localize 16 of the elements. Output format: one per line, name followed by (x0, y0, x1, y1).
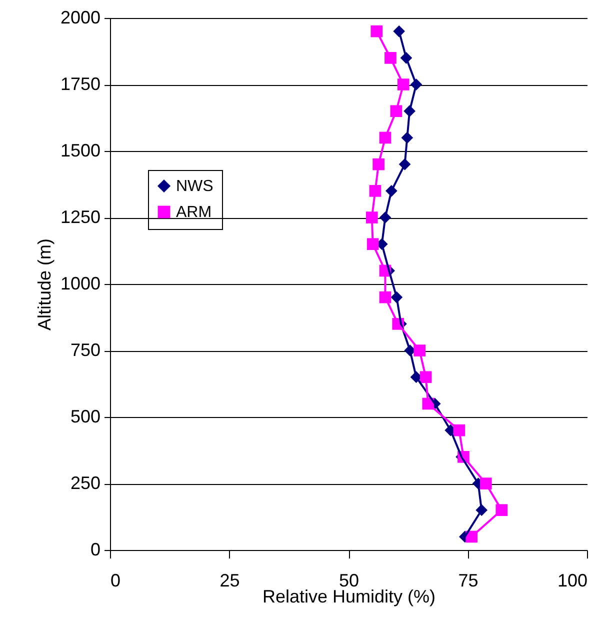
y-tick-label: 1500 (60, 140, 100, 160)
y-tick-label: 1250 (60, 207, 100, 227)
y-tick-label: 500 (70, 406, 100, 426)
y-tick-label: 0 (90, 540, 100, 560)
y-tick-label: 1750 (60, 74, 100, 94)
y-axis-title: Altitude (m) (34, 238, 54, 331)
y-tick-label: 2000 (60, 8, 100, 28)
x-tick-label: 100 (557, 570, 588, 590)
legend-label: NWS (176, 178, 214, 195)
x-tick-label: 0 (110, 570, 121, 590)
legend-label: ARM (176, 204, 212, 221)
y-tick-label: 250 (70, 473, 100, 493)
x-tick-label: 25 (220, 570, 240, 590)
y-tick-label: 1000 (60, 274, 100, 294)
y-tick-label: 750 (70, 340, 100, 360)
x-tick-label: 75 (458, 570, 478, 590)
